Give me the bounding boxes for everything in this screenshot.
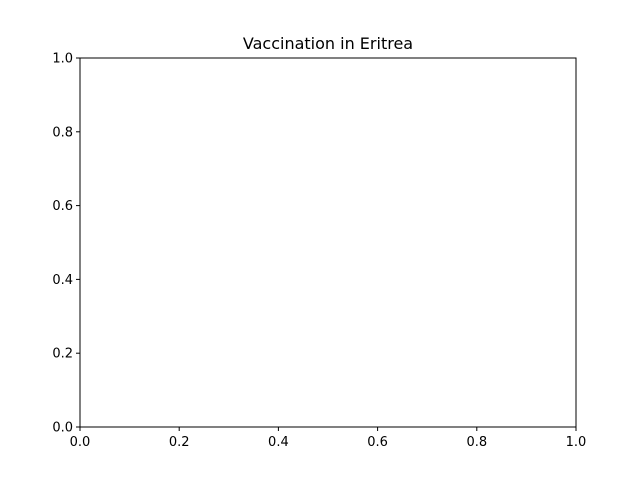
y-tick-label: 0.2: [52, 347, 73, 362]
y-tick-label: 0.0: [52, 421, 73, 436]
y-tick-label: 0.4: [52, 273, 73, 288]
y-tick-label: 0.6: [52, 199, 73, 214]
plot-area: [79, 57, 577, 428]
x-tick-label: 0.6: [367, 435, 388, 450]
x-axis: 0.0 0.2 0.4 0.6 0.8 1.0: [70, 427, 587, 450]
y-axis: 0.0 0.2 0.4 0.6 0.8 1.0: [52, 52, 80, 436]
y-tick-label: 0.8: [52, 125, 73, 140]
x-tick-label: 0.8: [466, 435, 487, 450]
x-tick-label: 0.2: [169, 435, 190, 450]
chart-title: Vaccination in Eritrea: [243, 34, 413, 53]
x-tick-label: 0.4: [268, 435, 289, 450]
y-tick-label: 1.0: [52, 52, 73, 67]
x-tick-label: 0.0: [70, 435, 91, 450]
x-tick-label: 1.0: [566, 435, 587, 450]
